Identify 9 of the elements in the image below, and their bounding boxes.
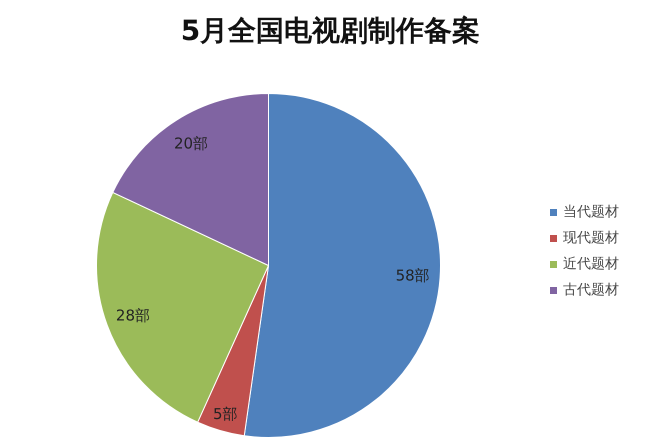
data-label: 5部 <box>213 405 238 424</box>
chart-title: 5月全国电视剧制作备案 <box>180 14 480 47</box>
data-label: 28部 <box>116 306 150 325</box>
legend-label: 当代题材 <box>563 203 619 221</box>
legend-label: 古代题材 <box>563 281 619 299</box>
data-label: 58部 <box>396 266 430 285</box>
legend-label: 近代题材 <box>563 255 619 273</box>
data-label: 20部 <box>174 134 208 153</box>
legend-label: 现代题材 <box>563 229 619 247</box>
